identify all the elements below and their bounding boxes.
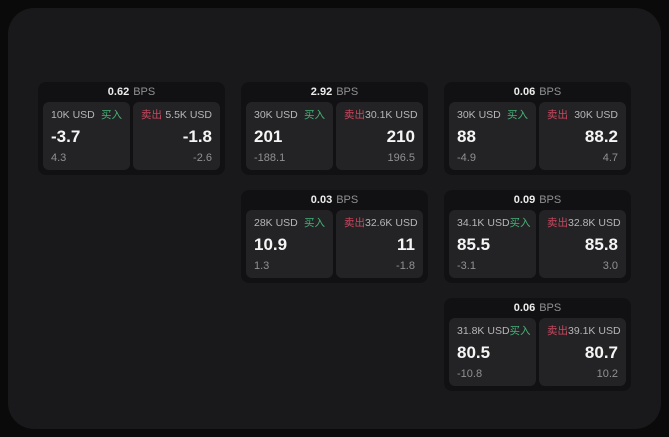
bps-header: 0.06 BPS (444, 298, 631, 318)
bps-value: 0.03 (310, 194, 333, 206)
quote-card: 0.09 BPS 34.1K USD 买入 85.5 -3.1 卖出 32.8K… (444, 190, 631, 283)
sell-side-label: 卖出 (344, 109, 365, 121)
quote-card: 2.92 BPS 30K USD 买入 201 -188.1 卖出 30.1K … (241, 82, 428, 175)
sell-amount: 39.1K USD (568, 325, 621, 337)
sell-amount: 30.1K USD (365, 109, 418, 121)
quote-panels: 34.1K USD 买入 85.5 -3.1 卖出 32.8K USD 85.8… (444, 210, 631, 283)
buy-sub-value: 4.3 (51, 152, 67, 164)
bps-value: 0.09 (513, 194, 536, 206)
sell-side-label: 卖出 (547, 325, 568, 337)
buy-quote-panel[interactable]: 30K USD 买入 88 -4.9 (449, 102, 536, 170)
buy-quote-panel[interactable]: 28K USD 买入 10.9 1.3 (246, 210, 333, 278)
buy-side-label: 买入 (509, 325, 531, 337)
sell-quote-panel[interactable]: 卖出 32.8K USD 85.8 3.0 (539, 210, 626, 278)
buy-price: 88 (457, 126, 476, 146)
buy-sub-value: -188.1 (254, 152, 286, 164)
quote-panels: 30K USD 买入 88 -4.9 卖出 30K USD 88.2 4.7 (444, 102, 631, 175)
quote-card: 0.06 BPS 30K USD 买入 88 -4.9 卖出 30K USD (444, 82, 631, 175)
sell-quote-panel[interactable]: 卖出 5.5K USD -1.8 -2.6 (133, 102, 220, 170)
quote-panels: 10K USD 买入 -3.7 4.3 卖出 5.5K USD -1.8 -2.… (38, 102, 225, 175)
buy-side-label: 买入 (304, 109, 325, 121)
sell-sub-value: 10.2 (596, 368, 618, 380)
sell-amount: 30K USD (574, 109, 618, 121)
quote-card: 0.03 BPS 28K USD 买入 10.9 1.3 卖出 32.6K US… (241, 190, 428, 283)
buy-sub-value: 1.3 (254, 260, 270, 272)
sell-quote-panel[interactable]: 卖出 39.1K USD 80.7 10.2 (539, 318, 626, 386)
sell-side-label: 卖出 (141, 109, 162, 121)
buy-amount: 30K USD (457, 109, 501, 121)
sell-sub-value: -1.8 (396, 260, 415, 272)
bps-unit: BPS (336, 86, 359, 98)
bps-unit: BPS (539, 86, 562, 98)
buy-price: -3.7 (51, 126, 81, 146)
bps-header: 2.92 BPS (241, 82, 428, 102)
quote-panels: 28K USD 买入 10.9 1.3 卖出 32.6K USD 11 -1.8 (241, 210, 428, 283)
sell-price: -1.8 (182, 126, 212, 146)
bps-unit: BPS (133, 86, 156, 98)
quote-card: 0.62 BPS 10K USD 买入 -3.7 4.3 卖出 5.5K USD (38, 82, 225, 175)
buy-sub-value: -10.8 (457, 368, 483, 380)
buy-side-label: 买入 (304, 217, 325, 229)
bps-unit: BPS (539, 194, 562, 206)
buy-amount: 10K USD (51, 109, 95, 121)
bps-value: 0.62 (107, 86, 130, 98)
sell-price: 210 (386, 126, 415, 146)
buy-price: 85.5 (457, 234, 491, 254)
quotes-panel: 0.62 BPS 10K USD 买入 -3.7 4.3 卖出 5.5K USD (8, 8, 661, 429)
buy-sub-value: -4.9 (457, 152, 476, 164)
sell-sub-value: 196.5 (387, 152, 415, 164)
buy-amount: 28K USD (254, 217, 298, 229)
sell-amount: 5.5K USD (165, 109, 212, 121)
buy-sub-value: -3.1 (457, 260, 476, 272)
bps-value: 2.92 (310, 86, 333, 98)
buy-amount: 31.8K USD (457, 325, 510, 337)
bps-value: 0.06 (513, 302, 536, 314)
buy-quote-panel[interactable]: 31.8K USD 买入 80.5 -10.8 (449, 318, 536, 386)
sell-sub-value: -2.6 (193, 152, 212, 164)
bps-unit: BPS (336, 194, 359, 206)
sell-amount: 32.8K USD (568, 217, 621, 229)
sell-amount: 32.6K USD (365, 217, 418, 229)
buy-side-label: 买入 (509, 217, 531, 229)
quote-panels: 31.8K USD 买入 80.5 -10.8 卖出 39.1K USD 80.… (444, 318, 631, 391)
bps-header: 0.62 BPS (38, 82, 225, 102)
sell-quote-panel[interactable]: 卖出 30.1K USD 210 196.5 (336, 102, 423, 170)
quote-panels: 30K USD 买入 201 -188.1 卖出 30.1K USD 210 1… (241, 102, 428, 175)
bps-unit: BPS (539, 302, 562, 314)
sell-sub-value: 4.7 (602, 152, 618, 164)
sell-quote-panel[interactable]: 卖出 30K USD 88.2 4.7 (539, 102, 626, 170)
buy-amount: 30K USD (254, 109, 298, 121)
buy-side-label: 买入 (101, 109, 122, 121)
sell-price: 80.7 (584, 342, 618, 362)
quote-card: 0.06 BPS 31.8K USD 买入 80.5 -10.8 卖出 39.1… (444, 298, 631, 391)
sell-quote-panel[interactable]: 卖出 32.6K USD 11 -1.8 (336, 210, 423, 278)
sell-side-label: 卖出 (344, 217, 365, 229)
quote-cards-grid: 0.62 BPS 10K USD 买入 -3.7 4.3 卖出 5.5K USD (38, 82, 631, 391)
buy-amount: 34.1K USD (457, 217, 510, 229)
sell-sub-value: 3.0 (602, 260, 618, 272)
buy-quote-panel[interactable]: 34.1K USD 买入 85.5 -3.1 (449, 210, 536, 278)
bps-header: 0.06 BPS (444, 82, 631, 102)
sell-side-label: 卖出 (547, 109, 568, 121)
sell-price: 85.8 (584, 234, 618, 254)
sell-price: 88.2 (584, 126, 618, 146)
bps-value: 0.06 (513, 86, 536, 98)
bps-header: 0.09 BPS (444, 190, 631, 210)
sell-side-label: 卖出 (547, 217, 568, 229)
buy-quote-panel[interactable]: 10K USD 买入 -3.7 4.3 (43, 102, 130, 170)
buy-side-label: 买入 (507, 109, 528, 121)
buy-price: 201 (254, 126, 283, 146)
bps-header: 0.03 BPS (241, 190, 428, 210)
buy-price: 10.9 (254, 234, 288, 254)
buy-quote-panel[interactable]: 30K USD 买入 201 -188.1 (246, 102, 333, 170)
buy-price: 80.5 (457, 342, 491, 362)
sell-price: 11 (397, 234, 415, 254)
